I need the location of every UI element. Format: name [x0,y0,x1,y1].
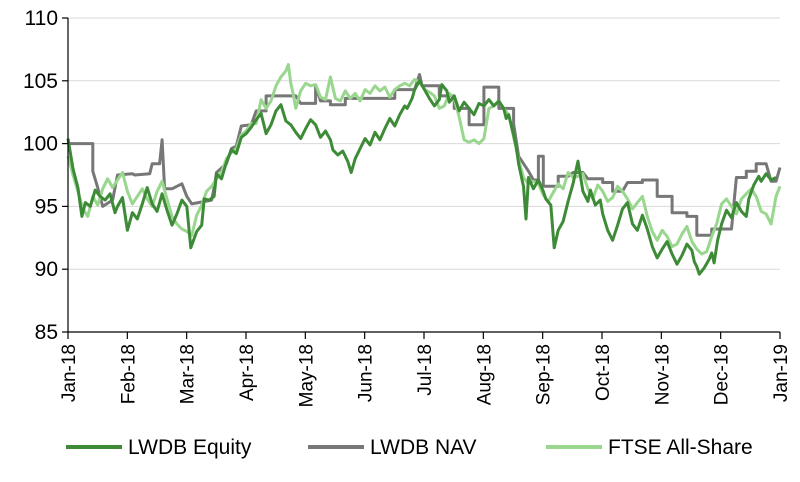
legend-label: LWDB NAV [370,436,477,459]
series-line-ftse-all-share [66,63,782,256]
y-tick-label: 110 [25,7,58,30]
y-tick-label: 105 [23,70,58,93]
x-tick-label: May-18 [296,344,317,407]
y-tick-label: 95 [35,195,58,218]
x-tick-label: Oct-18 [593,344,614,401]
x-tick-label: Aug-18 [474,344,495,405]
series-lines [66,63,782,276]
y-axis-ticks: 85 90 95 100 105 110 [23,7,68,344]
x-tick-label: Mar-18 [178,344,199,404]
x-axis-ticks: Jan-18 Feb-18 Mar-18 Apr-18 May-18 Jun-18 Jul-… [59,332,792,407]
x-tick-label: Nov-18 [652,344,673,405]
y-tick-label: 100 [23,133,58,156]
gridlines [68,17,780,270]
axes [67,18,780,333]
x-tick-label: Jan-18 [59,344,80,402]
x-tick-label: Jun-18 [356,344,377,402]
y-tick-label: 90 [35,258,58,281]
x-tick-label: Sep-18 [534,344,555,405]
x-tick-label: Apr-18 [237,344,258,401]
x-tick-label: Feb-18 [118,344,139,404]
x-tick-label: Dec-18 [712,344,733,405]
legend: LWDB Equity LWDB NAV FTSE All-Share [66,436,753,459]
series-line-lwdb-nav [68,73,782,237]
series-line-lwdb-equity [66,79,777,276]
legend-label: FTSE All-Share [608,436,753,459]
legend-label: LWDB Equity [128,436,252,459]
x-tick-label: Jul-18 [415,344,436,396]
y-tick-label: 85 [35,321,58,344]
x-tick-label: Jan-19 [771,344,792,402]
